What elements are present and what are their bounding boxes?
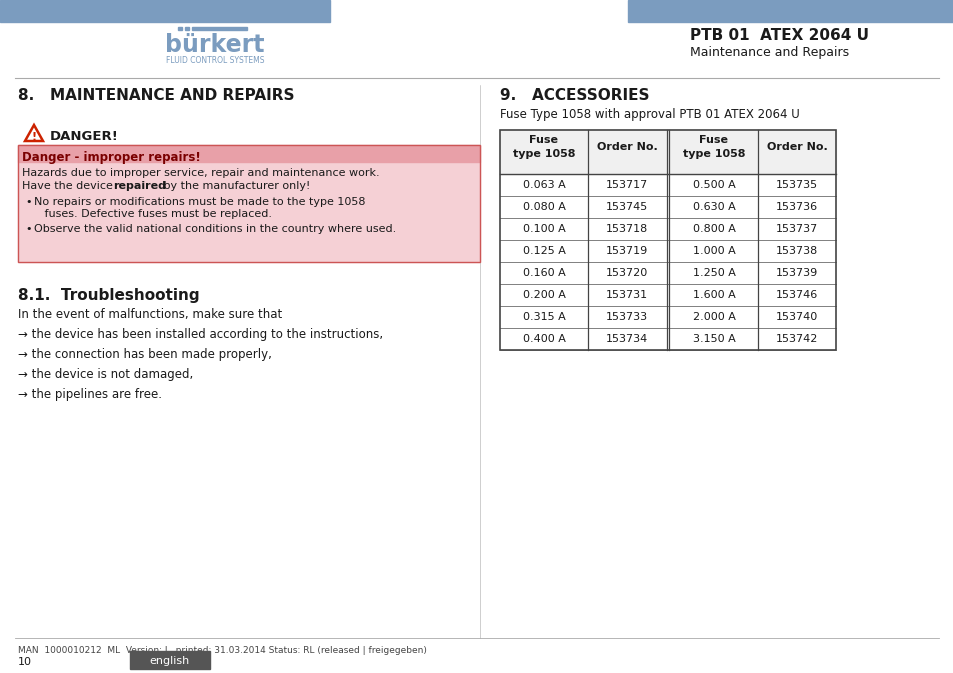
Text: 0.080 A: 0.080 A bbox=[522, 202, 565, 212]
Text: 0.100 A: 0.100 A bbox=[522, 224, 565, 234]
Text: repaired: repaired bbox=[112, 181, 166, 191]
Bar bbox=[0, 0, 330, 22]
Text: type 1058: type 1058 bbox=[512, 149, 575, 159]
Text: MAN  1000010212  ML  Version: L  printed: 31.03.2014 Status: RL (released | frei: MAN 1000010212 ML Version: L printed: 31… bbox=[18, 646, 426, 655]
Text: 3.150 A: 3.150 A bbox=[692, 334, 735, 344]
Text: Danger - improper repairs!: Danger - improper repairs! bbox=[22, 151, 200, 164]
Text: DANGER!: DANGER! bbox=[50, 131, 119, 143]
Text: 1.000 A: 1.000 A bbox=[692, 246, 735, 256]
Text: 0.063 A: 0.063 A bbox=[522, 180, 565, 190]
Text: 0.400 A: 0.400 A bbox=[522, 334, 565, 344]
Text: 0.500 A: 0.500 A bbox=[692, 180, 735, 190]
Text: by the manufacturer only!: by the manufacturer only! bbox=[160, 181, 310, 191]
Text: No repairs or modifications must be made to the type 1058: No repairs or modifications must be made… bbox=[34, 197, 365, 207]
Text: 153734: 153734 bbox=[605, 334, 647, 344]
Text: 2.000 A: 2.000 A bbox=[692, 312, 735, 322]
Text: 9.   ACCESSORIES: 9. ACCESSORIES bbox=[499, 88, 649, 103]
Text: 0.125 A: 0.125 A bbox=[522, 246, 565, 256]
Text: In the event of malfunctions, make sure that: In the event of malfunctions, make sure … bbox=[18, 308, 282, 321]
Bar bbox=[627, 0, 953, 22]
Text: 153733: 153733 bbox=[605, 312, 647, 322]
Text: 153720: 153720 bbox=[605, 268, 647, 278]
Text: english: english bbox=[150, 656, 190, 666]
Text: 153742: 153742 bbox=[775, 334, 818, 344]
Text: 1.600 A: 1.600 A bbox=[692, 290, 735, 300]
Text: bürkert: bürkert bbox=[165, 33, 265, 57]
Text: fuses. Defective fuses must be replaced.: fuses. Defective fuses must be replaced. bbox=[34, 209, 272, 219]
Text: •: • bbox=[25, 224, 31, 234]
Text: Fuse: Fuse bbox=[529, 135, 558, 145]
Text: type 1058: type 1058 bbox=[682, 149, 744, 159]
Text: Fuse: Fuse bbox=[699, 135, 728, 145]
Text: 153731: 153731 bbox=[605, 290, 647, 300]
Text: → the device has been installed according to the instructions,: → the device has been installed accordin… bbox=[18, 328, 383, 341]
Text: Have the device: Have the device bbox=[22, 181, 116, 191]
Bar bbox=[178, 27, 182, 30]
Text: FLUID CONTROL SYSTEMS: FLUID CONTROL SYSTEMS bbox=[166, 56, 264, 65]
Text: Maintenance and Repairs: Maintenance and Repairs bbox=[689, 46, 848, 59]
Text: 0.630 A: 0.630 A bbox=[692, 202, 735, 212]
Bar bbox=[499, 130, 835, 174]
Text: 1.250 A: 1.250 A bbox=[692, 268, 735, 278]
Text: Observe the valid national conditions in the country where used.: Observe the valid national conditions in… bbox=[34, 224, 395, 234]
Text: 153717: 153717 bbox=[605, 180, 647, 190]
Text: 8.1.  Troubleshooting: 8.1. Troubleshooting bbox=[18, 288, 199, 303]
Bar bbox=[18, 162, 479, 262]
Text: → the device is not damaged,: → the device is not damaged, bbox=[18, 368, 193, 381]
Text: 153735: 153735 bbox=[775, 180, 818, 190]
Text: PTB 01  ATEX 2064 U: PTB 01 ATEX 2064 U bbox=[689, 28, 868, 43]
Bar bbox=[185, 27, 189, 30]
Bar bbox=[130, 651, 210, 669]
Text: 153738: 153738 bbox=[775, 246, 818, 256]
Text: 153746: 153746 bbox=[775, 290, 818, 300]
Text: 153719: 153719 bbox=[605, 246, 647, 256]
Text: 153737: 153737 bbox=[775, 224, 818, 234]
Text: Order No.: Order No. bbox=[766, 142, 826, 152]
Text: 0.800 A: 0.800 A bbox=[692, 224, 735, 234]
Bar bbox=[18, 145, 479, 262]
Text: 153718: 153718 bbox=[605, 224, 647, 234]
Bar bbox=[192, 27, 247, 30]
Text: 153740: 153740 bbox=[775, 312, 818, 322]
Text: !: ! bbox=[31, 132, 36, 142]
Bar bbox=[18, 145, 479, 162]
Text: Fuse Type 1058 with approval PTB 01 ATEX 2064 U: Fuse Type 1058 with approval PTB 01 ATEX… bbox=[499, 108, 799, 121]
Text: → the connection has been made properly,: → the connection has been made properly, bbox=[18, 348, 272, 361]
Text: Order No.: Order No. bbox=[596, 142, 657, 152]
Text: 8.   MAINTENANCE AND REPAIRS: 8. MAINTENANCE AND REPAIRS bbox=[18, 88, 294, 103]
Text: •: • bbox=[25, 197, 31, 207]
Text: 153745: 153745 bbox=[605, 202, 647, 212]
Text: 153736: 153736 bbox=[775, 202, 818, 212]
Text: 10: 10 bbox=[18, 657, 32, 667]
Text: 0.200 A: 0.200 A bbox=[522, 290, 565, 300]
Text: Hazards due to improper service, repair and maintenance work.: Hazards due to improper service, repair … bbox=[22, 168, 379, 178]
Text: → the pipelines are free.: → the pipelines are free. bbox=[18, 388, 162, 401]
Text: 0.315 A: 0.315 A bbox=[522, 312, 565, 322]
Text: 153739: 153739 bbox=[775, 268, 818, 278]
Text: 0.160 A: 0.160 A bbox=[522, 268, 565, 278]
Bar bbox=[499, 130, 835, 350]
